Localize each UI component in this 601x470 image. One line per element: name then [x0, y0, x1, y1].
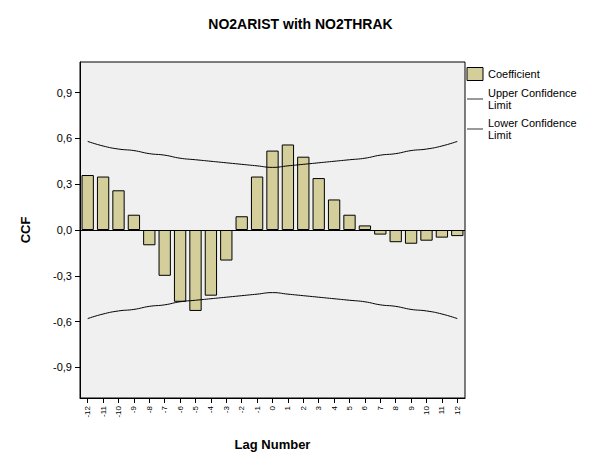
svg-text:0: 0 [268, 405, 277, 410]
svg-text:5: 5 [345, 405, 354, 410]
svg-text:Lag Number: Lag Number [235, 437, 311, 452]
svg-text:0,0: 0,0 [57, 224, 72, 236]
svg-text:1: 1 [283, 405, 292, 410]
svg-text:-0,9: -0,9 [53, 361, 72, 373]
svg-text:Upper Confidence: Upper Confidence [488, 87, 580, 99]
svg-text:Lower Confidence: Lower Confidence [488, 117, 580, 129]
svg-text:4: 4 [330, 405, 339, 410]
svg-text:-10: -10 [114, 405, 123, 417]
svg-text:Limit: Limit [488, 99, 511, 111]
svg-text:9: 9 [407, 405, 416, 410]
svg-text:8: 8 [391, 405, 400, 410]
svg-text:-3: -3 [222, 405, 231, 413]
svg-text:7: 7 [376, 405, 385, 410]
svg-text:-11: -11 [99, 405, 108, 417]
svg-text:0,9: 0,9 [57, 87, 72, 99]
svg-text:11: 11 [437, 405, 446, 414]
svg-text:0,6: 0,6 [57, 132, 72, 144]
svg-text:CCF: CCF [18, 217, 33, 244]
svg-text:-12: -12 [83, 405, 92, 417]
svg-text:-0,3: -0,3 [53, 270, 72, 282]
svg-text:-1: -1 [253, 405, 262, 413]
svg-text:-7: -7 [160, 405, 169, 413]
svg-text:10: 10 [422, 405, 431, 414]
svg-text:-6: -6 [176, 405, 185, 413]
svg-text:-5: -5 [191, 405, 200, 413]
svg-text:2: 2 [299, 405, 308, 410]
svg-text:Limit: Limit [488, 129, 511, 141]
svg-text:12: 12 [453, 405, 462, 414]
svg-text:-9: -9 [129, 405, 138, 413]
svg-text:-4: -4 [206, 405, 215, 413]
svg-text:3: 3 [314, 405, 323, 410]
svg-text:-0,6: -0,6 [53, 316, 72, 328]
svg-text:6: 6 [360, 405, 369, 410]
svg-text:NO2ARIST with NO2THRAK: NO2ARIST with NO2THRAK [208, 16, 392, 32]
svg-text:0,3: 0,3 [57, 178, 72, 190]
svg-text:Coefficient: Coefficient [488, 68, 540, 80]
svg-text:-8: -8 [145, 405, 154, 413]
svg-text:-2: -2 [237, 405, 246, 413]
